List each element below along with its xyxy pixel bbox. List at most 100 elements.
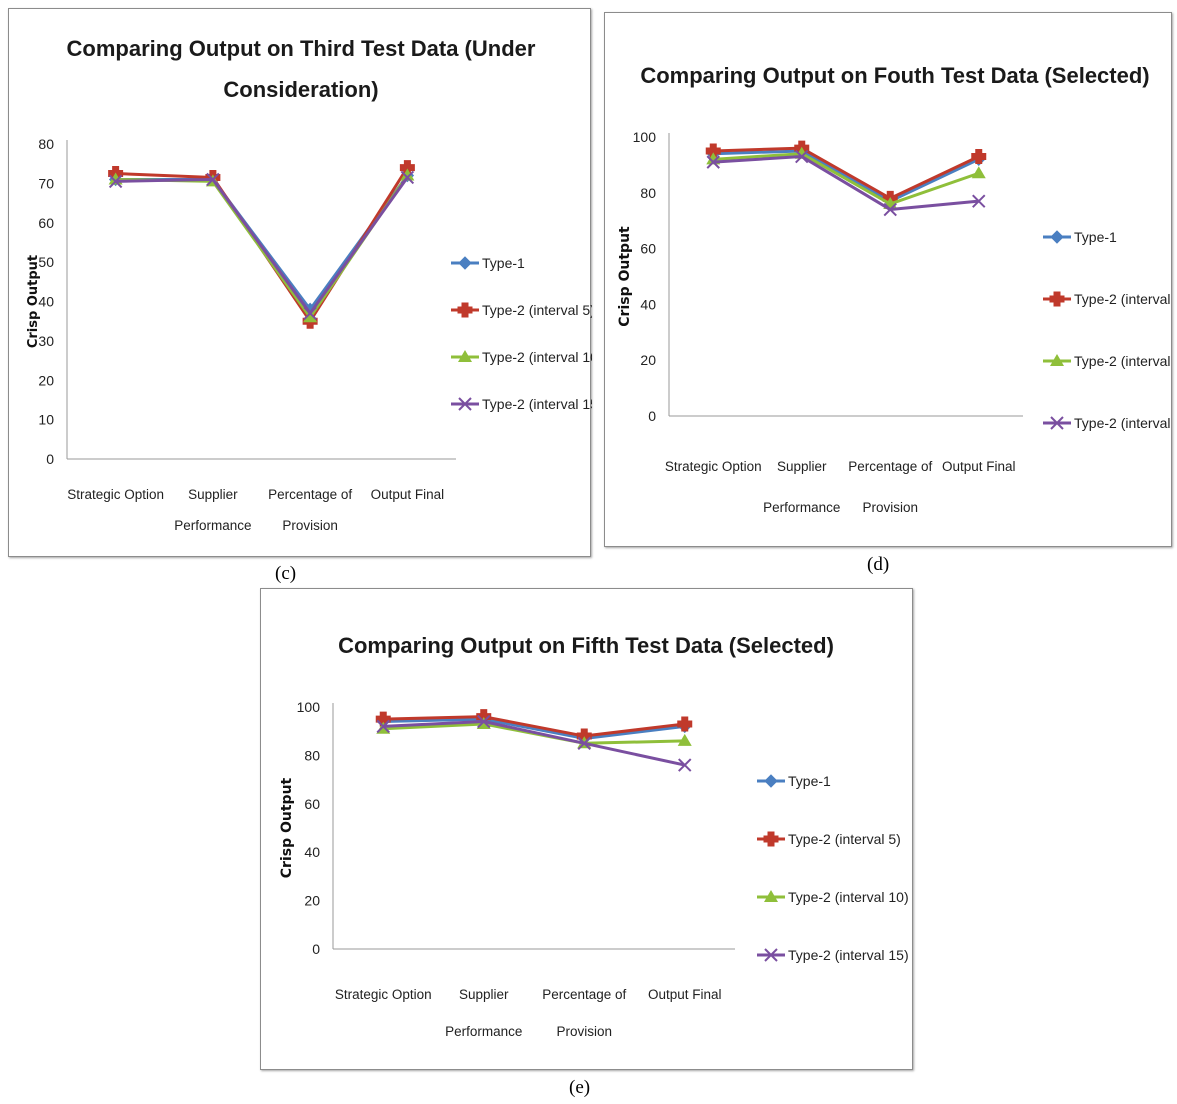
legend-entry: Type-2 (interval 5) (757, 831, 901, 847)
x-tick-label: Strategic Option (335, 987, 432, 1002)
series-line (115, 174, 409, 311)
legend-entry: Type-2 (interval 15) (451, 396, 592, 412)
data-point (206, 172, 220, 187)
data-point (678, 758, 692, 772)
legend-marker (764, 890, 778, 902)
y-tick-label: 40 (38, 294, 54, 310)
legend-entry: Type-2 (interval 5) (451, 302, 592, 318)
x-tick-label-line: Output Final (371, 487, 445, 502)
x-tick-label-line: Provision (556, 1024, 612, 1039)
x-tick-label-line: Strategic Option (67, 487, 164, 502)
chart-c: Comparing Output on Third Test Data (Und… (26, 36, 592, 533)
series-line (383, 720, 686, 767)
x-tick-label-line: Provision (862, 500, 918, 515)
x-tick-label: Output Final (648, 987, 722, 1002)
x-tick-label-line: Percentage of (848, 459, 932, 474)
x-tick-label-line: Percentage of (542, 987, 626, 1002)
data-point (477, 714, 491, 729)
y-tick-label: 80 (38, 136, 54, 152)
legend-entry: Type-2 (interval 10) (1043, 353, 1173, 369)
x-tick-label: Supplier Performance (763, 459, 840, 515)
y-tick-label: 60 (640, 241, 656, 257)
y-tick-label: 20 (304, 893, 320, 909)
x-tick-label-line: Provision (282, 518, 338, 533)
y-tick-label: 40 (640, 296, 656, 312)
x-tick-label-line: Supplier (777, 459, 827, 474)
x-tick-label-line: Performance (763, 500, 840, 515)
caption-c: (c) (275, 563, 297, 584)
chart-panel-d: Comparing Output on Fouth Test Data (Sel… (604, 12, 1173, 547)
legend-marker (1050, 230, 1064, 244)
data-point (883, 202, 897, 217)
y-tick-label: 60 (304, 796, 320, 812)
legend-label: Type-2 (interval 15) (482, 396, 592, 412)
legend-label: Type-2 (interval 5) (788, 831, 901, 847)
y-tick-label: 40 (304, 844, 320, 860)
x-tick-label-line: Output Final (942, 459, 1016, 474)
series-line (383, 717, 685, 740)
chart-title-line: Consideration) (223, 77, 378, 102)
series-line (713, 146, 980, 200)
x-tick-label: Percentage of Provision (268, 487, 352, 533)
data-point (971, 166, 986, 179)
legend-label: Type-1 (788, 773, 831, 789)
data-point (108, 174, 123, 189)
data-point (577, 736, 591, 751)
data-point (400, 170, 415, 185)
data-point (706, 155, 720, 169)
series-line (713, 155, 979, 212)
data-point (400, 168, 415, 181)
series-line (713, 149, 980, 203)
y-tick-label: 0 (312, 941, 320, 957)
x-tick-label-line: Output Final (648, 987, 722, 1002)
y-tick-label: 20 (640, 352, 656, 368)
y-tick-label: 60 (38, 215, 54, 231)
x-tick-label: Strategic Option (665, 459, 762, 474)
legend-label: Type-1 (482, 255, 525, 271)
y-tick-label: 80 (640, 185, 656, 201)
x-tick-label-line: Percentage of (268, 487, 352, 502)
legend-label: Type-2 (interval 10) (1074, 353, 1173, 369)
legend-entry: Type-2 (interval 15) (1043, 415, 1173, 431)
x-tick-label-line: Supplier (188, 487, 238, 502)
y-tick-label: 70 (38, 175, 54, 191)
x-tick-label: Supplier Performance (445, 987, 522, 1039)
chart-panel-e: Comparing Output on Fifth Test Data (Sel… (260, 588, 913, 1070)
x-tick-label: Percentage of Provision (848, 459, 932, 515)
x-tick-label-line: Strategic Option (335, 987, 432, 1002)
chart-title-line: Comparing Output on Fouth Test Data (Sel… (640, 63, 1149, 88)
chart-title: Comparing Output on Third Test Data (Und… (67, 36, 536, 102)
series-line (383, 715, 685, 738)
x-tick-label: Supplier Performance (174, 487, 251, 533)
data-point (795, 149, 809, 164)
x-tick-label-line: Performance (445, 1024, 522, 1039)
y-tick-label: 80 (304, 747, 320, 763)
y-tick-label: 0 (46, 451, 54, 467)
legend-label: Type-2 (interval 15) (788, 947, 909, 963)
data-point (677, 733, 692, 746)
caption-d: (d) (867, 554, 890, 575)
series-line (713, 152, 980, 206)
legend-label: Type-2 (interval 10) (788, 889, 909, 905)
y-axis-label: Crisp Output (26, 255, 41, 348)
y-axis-label: Crisp Output (279, 777, 295, 878)
x-tick-label-line: Performance (174, 518, 251, 533)
legend-marker (458, 256, 472, 270)
legend-entry: Type-1 (757, 773, 831, 789)
caption-e: (e) (569, 1077, 591, 1098)
legend-marker (763, 831, 779, 847)
data-point (303, 310, 318, 323)
y-tick-label: 100 (297, 699, 321, 715)
legend-label: Type-2 (interval 5) (1074, 291, 1173, 307)
series-0 (706, 144, 986, 208)
series-line (115, 176, 409, 315)
series-3 (108, 170, 415, 321)
chart-d: Comparing Output on Fouth Test Data (Sel… (617, 63, 1173, 515)
x-tick-label-line: Supplier (459, 987, 509, 1002)
legend-label: Type-2 (interval 5) (482, 302, 592, 318)
data-point (376, 719, 390, 734)
legend-entry: Type-2 (interval 10) (451, 349, 592, 365)
series-0 (108, 168, 415, 317)
x-tick-label-line: Strategic Option (665, 459, 762, 474)
y-tick-label: 10 (38, 412, 54, 428)
